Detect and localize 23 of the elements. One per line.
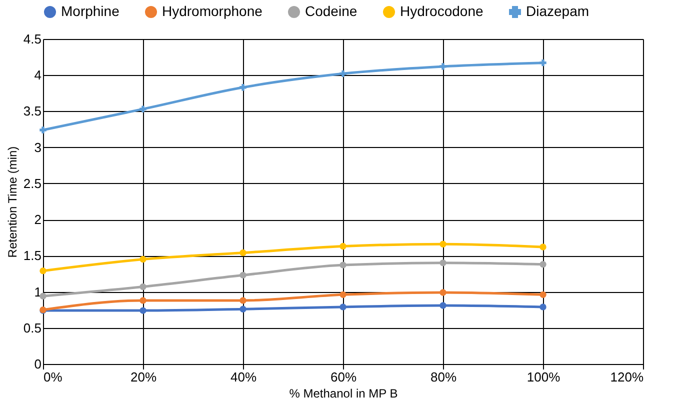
x-tick-label: 60%: [330, 370, 357, 384]
y-tick-label: 2.5: [23, 176, 42, 191]
x-tick-label: 0%: [44, 370, 63, 384]
y-tick-label: 3: [34, 140, 42, 155]
y-tick-label: 0.5: [23, 320, 42, 336]
legend-label: Morphine: [61, 3, 120, 19]
x-axis-title: % Methanol in MP B: [289, 386, 398, 400]
y-axis-title: Retention Time (min): [5, 146, 20, 258]
y-tick-label: 1.5: [23, 248, 42, 264]
legend-label: Hydrocodone: [400, 3, 484, 19]
y-tick-label: 2: [34, 212, 42, 228]
y-tick-label: 3.5: [23, 104, 42, 119]
legend-label: Codeine: [305, 3, 358, 19]
y-tick-label: 4: [34, 68, 42, 83]
y-tick-label: 0: [34, 356, 42, 372]
x-tick-label: 20%: [130, 370, 157, 384]
y-tick-label: 4.5: [23, 32, 42, 46]
legend-label: Hydromorphone: [162, 3, 263, 19]
x-tick-label: 120%: [610, 370, 644, 384]
x-tick-label: 80%: [430, 370, 457, 384]
x-tick-label: 40%: [230, 370, 257, 384]
x-tick-label: 100%: [526, 370, 561, 384]
legend-label: Diazepam: [526, 3, 590, 19]
